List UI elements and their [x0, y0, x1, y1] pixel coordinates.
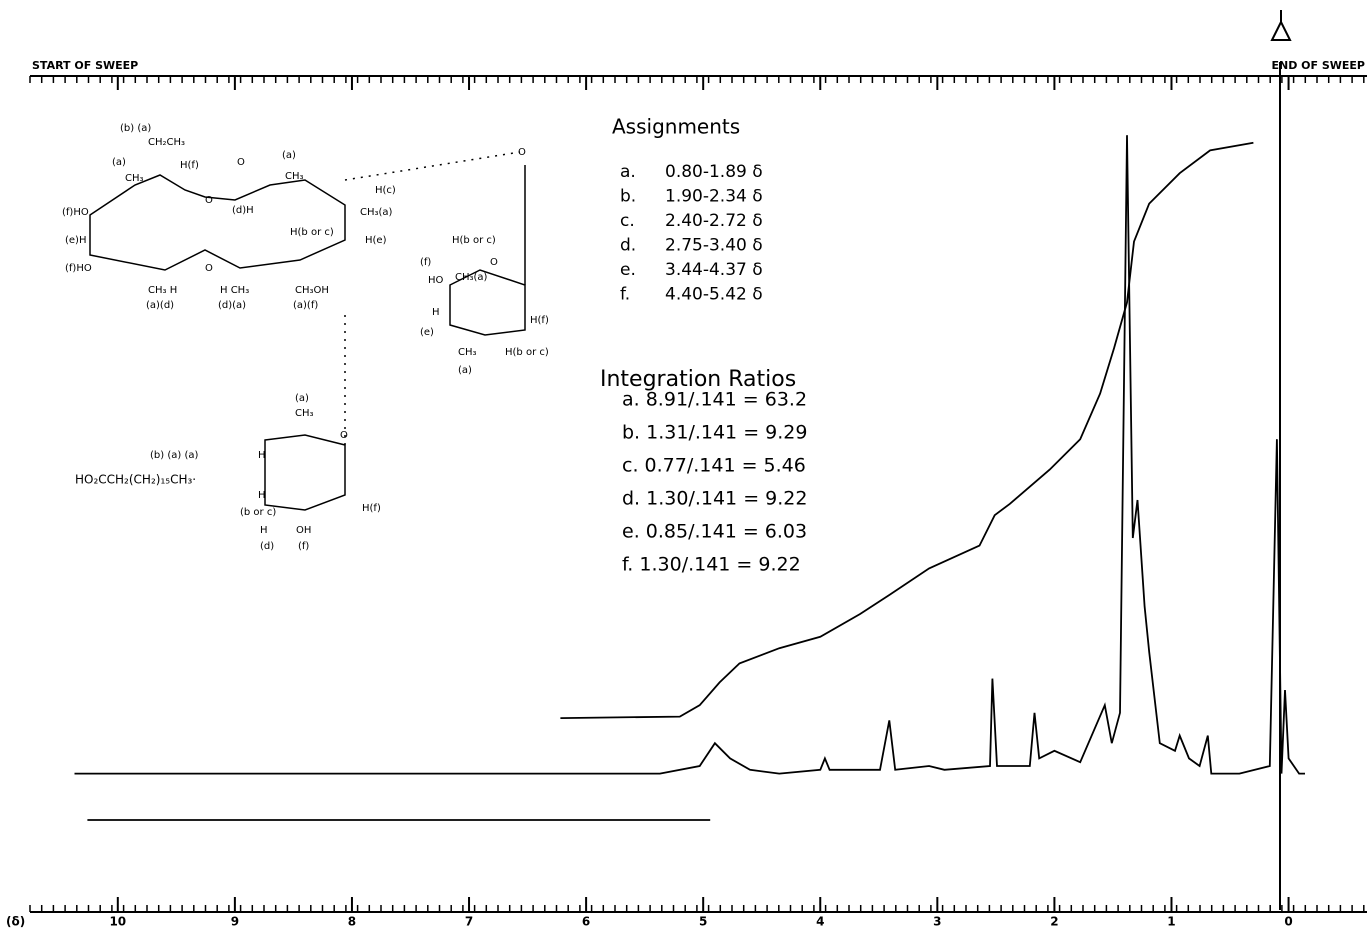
x-tick-label: 10: [109, 915, 126, 929]
structure-label: (a): [458, 365, 472, 376]
assignment-letter: f.: [620, 285, 630, 305]
structure-label: H(f): [362, 503, 381, 514]
structure-label: CH₃: [125, 173, 144, 184]
structure-label: H CH₃: [220, 285, 249, 296]
x-tick-label: 5: [699, 915, 707, 929]
integration-ratio: f. 1.30/.141 = 9.22: [622, 554, 801, 576]
assignment-letter: c.: [620, 211, 635, 231]
x-tick-label: 7: [465, 915, 473, 929]
structure-label: (f)HO: [62, 207, 89, 218]
x-tick-label: 3: [933, 915, 941, 929]
assignment-range: 2.40-2.72 δ: [665, 211, 763, 231]
structure-label: CH₃OH: [295, 285, 329, 296]
structure-label: (a): [282, 150, 296, 161]
structure-label: (a): [112, 157, 126, 168]
integration-ratio: e. 0.85/.141 = 6.03: [622, 521, 807, 543]
spectrum-line: [560, 141, 1254, 719]
structure-label: H(b or c): [452, 235, 496, 246]
structure-label: (d)H: [232, 205, 254, 216]
structure-label: (a): [295, 393, 309, 404]
structure-label: H(e): [365, 235, 387, 246]
structure-label: (b or c): [240, 507, 276, 518]
structure-label: O: [518, 147, 526, 158]
assignment-letter: e.: [620, 260, 636, 280]
structure-label: H(b or c): [505, 347, 549, 358]
assignment-range: 1.90-2.34 δ: [665, 187, 763, 207]
structure-label: (e)H: [65, 235, 86, 246]
structure-label: (b) (a): [120, 123, 151, 134]
structure-label: (f): [298, 541, 309, 552]
structure-label: O: [237, 157, 245, 168]
structure-label: HO: [428, 275, 444, 286]
structure-label: (d): [260, 541, 274, 552]
structure-label: CH₃ H: [148, 285, 177, 296]
x-tick-label: 2: [1050, 915, 1058, 929]
assignment-range: 2.75-3.40 δ: [665, 236, 763, 256]
structure-label: (b) (a) (a): [150, 450, 198, 461]
integration-title: Integration Ratios: [600, 367, 796, 392]
structure-label: O: [205, 263, 213, 274]
structure-label: O: [490, 257, 498, 268]
structure-label: H(f): [180, 160, 199, 171]
reference-marker: [1270, 10, 1292, 41]
structure-label: H: [432, 307, 440, 318]
spectrum-line: [74, 135, 1305, 775]
structure-label: H: [258, 450, 266, 461]
x-tick-label: 4: [816, 915, 824, 929]
assignment-range: 3.44-4.37 δ: [665, 260, 763, 280]
x-axis-label: (δ): [6, 915, 25, 929]
structure-label: O: [205, 195, 213, 206]
assignment-range: 0.80-1.89 δ: [665, 162, 763, 182]
structure-label: (f): [420, 257, 431, 268]
structure-label: HO₂CCH₂(CH₂)₁₅CH₃·: [75, 473, 196, 487]
assignments-title: Assignments: [612, 115, 740, 139]
structure-label: CH₃: [295, 408, 314, 419]
structure-label: OH: [296, 525, 311, 536]
integration-ratio: a. 8.91/.141 = 63.2: [622, 389, 807, 411]
structure-label: CH₃: [458, 347, 477, 358]
start-label: START OF SWEEP: [32, 59, 138, 72]
structure-label: H(b or c): [290, 227, 334, 238]
x-tick-label: 9: [231, 915, 239, 929]
x-tick-label: 1: [1167, 915, 1175, 929]
structure-drawing: [89, 151, 526, 511]
integration-ratio: b. 1.31/.141 = 9.29: [622, 422, 807, 444]
structure-label: H: [258, 490, 266, 501]
structure-label: (f)HO: [65, 263, 92, 274]
structure-label: CH₃: [285, 171, 304, 182]
integration-ratio: d. 1.30/.141 = 9.22: [622, 488, 807, 510]
structure-label: CH₃(a): [455, 272, 488, 283]
x-tick-label: 6: [582, 915, 590, 929]
end-label: END OF SWEEP: [1271, 59, 1365, 72]
structure-label: (a)(f): [293, 300, 318, 311]
x-tick-label: 8: [348, 915, 356, 929]
structure-label: (d)(a): [218, 300, 246, 311]
structure-label: O: [340, 430, 348, 441]
x-tick-label: 0: [1284, 915, 1292, 929]
assignment-letter: a.: [620, 162, 636, 182]
structure-label: CH₃(a): [360, 207, 393, 218]
structure-label: H(f): [530, 315, 549, 326]
integration-ratio: c. 0.77/.141 = 5.46: [622, 455, 806, 477]
assignment-letter: b.: [620, 187, 636, 207]
structure-label: (a)(d): [146, 300, 174, 311]
structure-label: H(c): [375, 185, 396, 196]
structure-label: H: [260, 525, 268, 536]
structure-label: (e): [420, 327, 434, 338]
structure-label: CH₂CH₃: [148, 137, 185, 148]
assignment-letter: d.: [620, 236, 636, 256]
assignment-range: 4.40-5.42 δ: [665, 285, 763, 305]
